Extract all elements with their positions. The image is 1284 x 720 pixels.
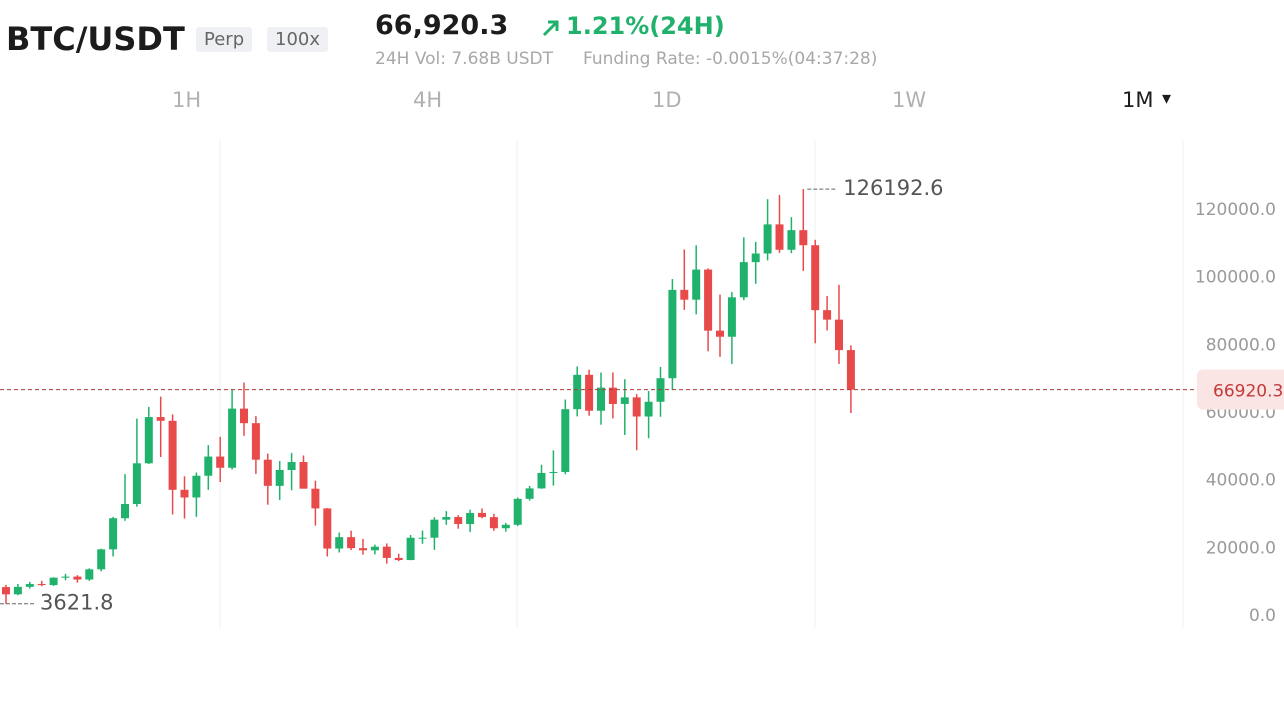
candle-body (263, 459, 272, 486)
candle-body (109, 518, 118, 550)
timeframe-tab[interactable]: 1M (1122, 88, 1154, 112)
candle-body (156, 417, 165, 421)
candle-body (727, 297, 736, 337)
min-label: 3621.8 (40, 591, 113, 615)
up-arrow (542, 20, 559, 37)
candle-body (632, 397, 641, 417)
candle-body (787, 230, 796, 250)
candle-body (668, 289, 677, 379)
candle-body (585, 374, 594, 411)
candle-body (240, 408, 248, 424)
candle-body (25, 584, 34, 587)
candle-body (251, 423, 260, 460)
candle-body (287, 462, 296, 470)
candle-body (359, 548, 367, 551)
candle-body (620, 397, 629, 404)
y-tick-label: 120000.0 (1195, 200, 1276, 220)
candle-body (775, 224, 784, 250)
candle-body (97, 549, 106, 570)
candle-body (549, 471, 558, 473)
candle-body (835, 319, 843, 351)
candle-body (406, 537, 415, 561)
dropdown-caret[interactable]: ▾ (1162, 88, 1172, 109)
max-label: 126192.6 (843, 176, 943, 200)
candle-body (466, 512, 475, 524)
candle-body (228, 408, 237, 468)
candle-body (739, 262, 748, 298)
y-tick-label: 20000.0 (1206, 538, 1276, 558)
candle-body (216, 456, 225, 468)
candle-body (382, 546, 391, 558)
candle-body (180, 489, 189, 498)
contract-type: Perp (196, 27, 253, 52)
candle-body (597, 387, 605, 411)
candle-body (573, 374, 582, 410)
candle-body (525, 488, 534, 499)
last-price-label: 66920.3 (1213, 382, 1283, 402)
candle-body (418, 537, 427, 539)
candle-body (846, 350, 855, 390)
last-price-box (1197, 369, 1284, 410)
leverage[interactable]: 100x (267, 27, 329, 52)
candle-body (37, 584, 46, 586)
candle-body (501, 524, 510, 529)
candle-body (73, 576, 82, 580)
candle-body (644, 401, 653, 417)
candle-body (704, 269, 713, 331)
candle-body (49, 577, 58, 586)
candle-body (799, 230, 808, 246)
candle-body (692, 269, 701, 300)
candle-body (454, 517, 463, 524)
chart: 0.020000.040000.060000.080000.0100000.01… (0, 140, 1284, 628)
candle-body (430, 519, 439, 538)
candle-body (608, 387, 617, 404)
candle-body (347, 537, 356, 549)
y-tick-label: 40000.0 (1206, 471, 1276, 491)
candle-body (561, 409, 570, 472)
candle-body (335, 537, 344, 549)
candle-body (763, 224, 772, 254)
candle-body (537, 472, 546, 489)
timeframe-tab[interactable]: 1D (652, 88, 682, 112)
funding-rate: Funding Rate: -0.0015%(04:37:28) (583, 49, 878, 69)
candle-body (299, 462, 308, 489)
candle-body (311, 488, 320, 509)
candle-body (811, 245, 820, 311)
candle-body (823, 310, 832, 320)
timeframe-tab[interactable]: 1H (172, 88, 202, 112)
timeframe-tab[interactable]: 4H (413, 88, 443, 112)
timeframe-tab[interactable]: 1W (892, 88, 927, 112)
y-tick-label: 100000.0 (1195, 268, 1276, 288)
candle-body (716, 330, 724, 337)
candle-body (2, 587, 10, 595)
candle-body (144, 417, 153, 464)
candle-body (168, 420, 177, 490)
candle-body (513, 498, 522, 525)
candle-body (442, 517, 451, 520)
candle-body (85, 569, 94, 580)
volume: 24H Vol: 7.68B USDT (375, 49, 554, 69)
candle-body (61, 576, 70, 578)
candle-body (323, 508, 332, 549)
y-tick-label: 80000.0 (1206, 335, 1276, 355)
candle-body (370, 546, 379, 551)
last-price: 66,920.3 (375, 10, 509, 41)
candle-body (478, 512, 486, 518)
symbol[interactable]: BTC/USDT (6, 20, 185, 58)
candle-body (204, 456, 213, 476)
candle-body (751, 253, 760, 263)
y-tick-label: 0.0 (1249, 606, 1276, 626)
candle-body (680, 289, 689, 300)
candle-body (192, 475, 201, 498)
change: 1.21%(24H) (566, 12, 725, 40)
candle-body (394, 557, 403, 561)
candle-body (132, 463, 141, 505)
candle-body (121, 504, 129, 519)
candle-body (275, 469, 284, 486)
candle-body (13, 586, 22, 595)
candle-body (489, 517, 498, 529)
